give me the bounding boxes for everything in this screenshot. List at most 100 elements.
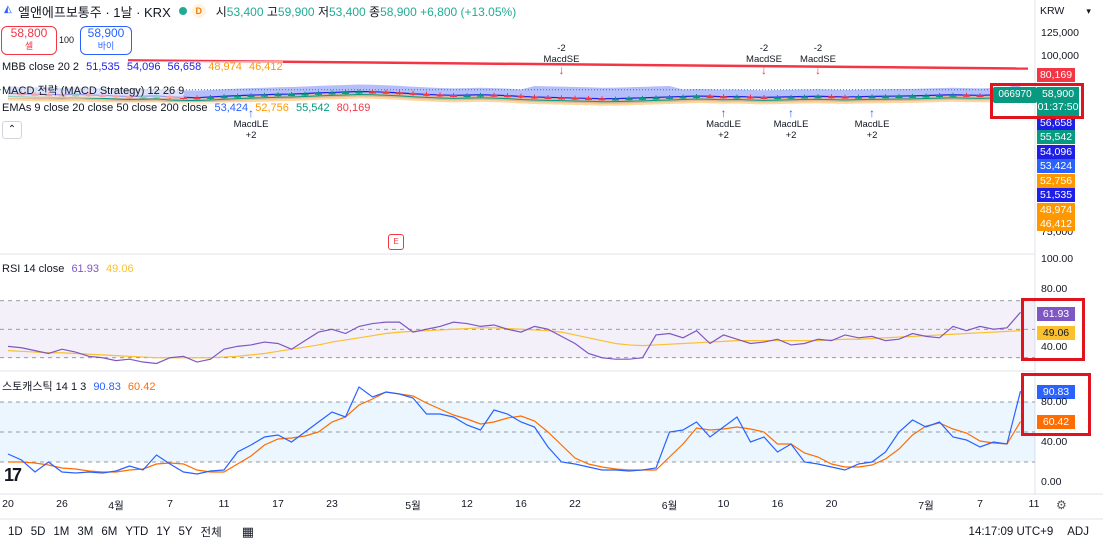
candle-body [841,96,849,99]
candle-body [882,96,889,99]
range-6m[interactable]: 6M [101,525,118,538]
sell-button[interactable]: 58,800 셀 [1,26,57,55]
stoch-legend[interactable]: 스토캐스틱 14 1 3 90.83 60.42 [2,378,156,394]
candle-body [828,96,835,99]
long-signal-label: ↑ MacdLE +2 [854,106,890,141]
symbol-title[interactable]: 엘앤에프보통주 · 1날 · KRX [18,4,171,20]
candle-body [544,96,552,99]
tradingview-logo[interactable]: 17 [4,465,22,485]
time-tick-label: 23 [326,498,338,510]
mbb-basis-price-label: 51,535 [1037,188,1075,202]
range-1d[interactable]: 1D [8,525,23,538]
stoch-name: 스토캐스틱 14 1 3 [2,381,87,393]
range-5y[interactable]: 5Y [178,525,193,538]
price-tick: 100,000 [1041,50,1079,62]
candle-body [207,96,214,99]
highlight-box-rsi [1021,298,1085,361]
candle-body [409,92,417,95]
time-tick-label: 22 [569,498,581,510]
bar-countdown: 01:37:50 [1037,101,1079,113]
mbb-legend[interactable]: MBB close 20 2 51,535 54,096 56,658 48,9… [2,61,283,73]
earnings-badge[interactable]: E [388,234,404,250]
close-value: 58,900 [380,4,417,19]
candle-body [949,94,957,97]
ema50-line [7,92,1021,103]
range-ytd[interactable]: YTD [125,525,149,538]
candle-body [625,98,633,101]
candle-body [706,96,714,99]
range-1y[interactable]: 1Y [156,525,171,538]
chevron-up-icon: ⌃ [7,124,17,135]
candle-body [963,94,970,97]
range-3m[interactable]: 3M [77,525,94,538]
candle-body [976,95,984,98]
time-tick-label: 20 [825,498,838,510]
collapse-legend-button[interactable]: ⌃ [2,121,22,139]
symbol-code-tag: 066970 [993,87,1037,103]
mbb-name: MBB close 20 2 [2,61,80,73]
highlight-box-stoch [1021,373,1091,436]
gear-icon[interactable]: ⚙ [1056,498,1067,512]
sell-label: 셀 [24,41,34,51]
ema-band-fill [8,90,1021,106]
rsi-legend[interactable]: RSI 14 close 61.93 49.06 [2,263,134,275]
calendar-range-icon[interactable]: ▦ [241,523,254,539]
stoch-k-price-label: 90.83 [1037,385,1075,399]
stoch-d-price-label: 60.42 [1037,415,1075,429]
mbb-value-5: 46,412 [248,61,283,73]
clock-time[interactable]: 14:17:09 UTC+9 [968,525,1054,538]
candle-body [679,96,687,99]
candle-body [369,91,376,94]
time-tick-label: 26 [56,498,68,510]
buy-button[interactable]: 58,900 바이 [80,26,132,55]
mbb-lower-price-label: 48,974 [1037,203,1075,217]
ema50-price-label: 55,542 [1037,130,1075,144]
rsi-ma-line [7,327,1021,359]
time-tick-label: 11 [218,498,230,510]
candle-body [490,94,498,97]
currency-selector[interactable]: KRW ▾ [1040,5,1091,17]
candle-body [423,93,430,96]
candle-body [315,92,322,95]
candle-body [747,96,754,99]
long-signal-label: ↑ MacdLE +2 [233,106,269,141]
candle-body [463,95,471,98]
range-all[interactable]: 전체 [200,526,222,539]
adj-toggle[interactable]: ADJ [1067,525,1089,538]
macd-strategy-legend[interactable]: MACD 전략 (MACD Strategy) 12 26 9 [2,82,185,98]
candle-body [855,96,862,99]
time-tick-label: 10 [717,498,730,510]
high-value: 59,900 [277,4,315,19]
candle-body [571,97,579,100]
buy-price: 58,900 [87,26,125,40]
candle-body [247,95,255,98]
emas-value-3: 55,542 [295,102,330,114]
candle-body [382,91,390,94]
price-tick: 125,000 [1041,27,1079,39]
candle-body [261,94,268,97]
candle-body [693,96,700,99]
range-1m[interactable]: 1M [53,525,70,538]
quantity-field[interactable]: 100 [59,35,75,45]
change-value: +6,800 (+13.05%) [420,4,517,19]
candle-body [355,91,363,94]
highlight-box-price [990,83,1084,119]
candle-body [814,96,822,99]
currency-label: KRW [1040,5,1065,17]
range-5d[interactable]: 5D [30,525,46,538]
candle-body [585,98,592,101]
time-tick-label: 7월 [918,500,934,512]
emas-legend[interactable]: EMAs 9 close 20 close 50 close 200 close… [2,102,371,114]
time-tick-label: 7 [977,498,983,510]
open-value: 53,400 [226,4,264,19]
last-price-label: 58,900 01:37:50 [1037,87,1079,116]
candle-body [504,95,511,98]
low-value: 53,400 [328,4,366,19]
macd-name: MACD 전략 (MACD Strategy) 12 26 9 [2,85,185,97]
candle-body [436,94,444,97]
ema9-price-label: 53,424 [1037,159,1075,173]
interval-badge[interactable]: D [191,4,206,18]
candle-body [652,97,660,100]
emas-value-2: 52,756 [255,102,289,114]
close-label: 종 [369,4,381,19]
